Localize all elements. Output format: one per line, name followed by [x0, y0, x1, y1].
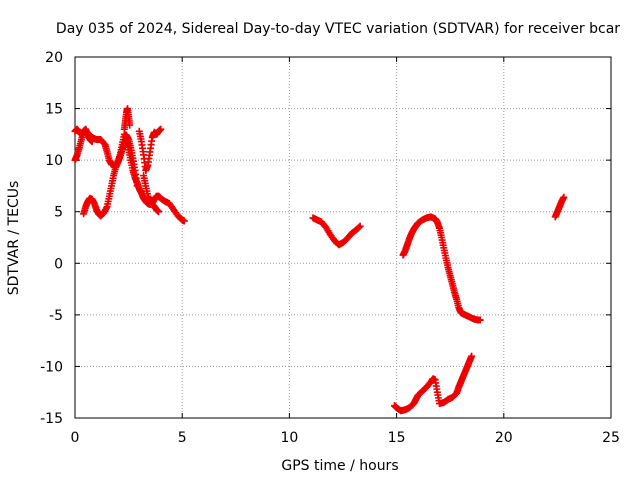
y-tick-label: -10	[40, 359, 63, 375]
series-segment-4	[551, 193, 568, 221]
series-segment-2	[309, 214, 364, 249]
data-point	[157, 125, 165, 133]
series-segment-1d	[120, 105, 134, 133]
y-tick-label: 15	[45, 102, 63, 118]
x-tick-label: 25	[602, 430, 620, 446]
y-tick-label: 20	[45, 50, 63, 66]
series-segment-1f	[140, 172, 163, 216]
data-point	[155, 208, 163, 216]
series-segment-1e	[135, 125, 165, 174]
x-tick-label: 20	[495, 430, 513, 446]
y-tick-label: 5	[54, 205, 63, 221]
x-tick-label: 0	[71, 430, 80, 446]
plot-frame	[74, 56, 612, 419]
data-point	[468, 352, 476, 360]
series-segment-3b	[390, 352, 476, 415]
data-point	[355, 223, 363, 231]
data-point	[560, 193, 568, 201]
data-points	[71, 105, 568, 415]
axis-ticks: 0 5 10 15 20 25 -15 -10 -5 0 5 10 15 20	[40, 50, 620, 446]
y-tick-label: 10	[45, 153, 63, 169]
x-axis-label: GPS time / hours	[281, 458, 398, 474]
data-point	[180, 217, 188, 225]
x-tick-label: 10	[280, 430, 298, 446]
series-segment-1b	[71, 125, 96, 164]
data-point	[476, 316, 484, 324]
y-tick-label: -5	[49, 308, 63, 324]
y-tick-label: -15	[40, 411, 63, 427]
x-tick-label: 5	[178, 430, 187, 446]
y-axis-label: SDTVAR / TECUs	[6, 181, 22, 296]
data-point	[356, 222, 364, 230]
chart-title: Day 035 of 2024, Sidereal Day-to-day VTE…	[56, 21, 620, 37]
data-point	[126, 121, 134, 129]
y-tick-label: 0	[54, 256, 63, 272]
series-segment-3a	[399, 213, 484, 324]
x-tick-label: 15	[388, 430, 406, 446]
data-point	[88, 138, 96, 146]
grid	[75, 57, 611, 418]
